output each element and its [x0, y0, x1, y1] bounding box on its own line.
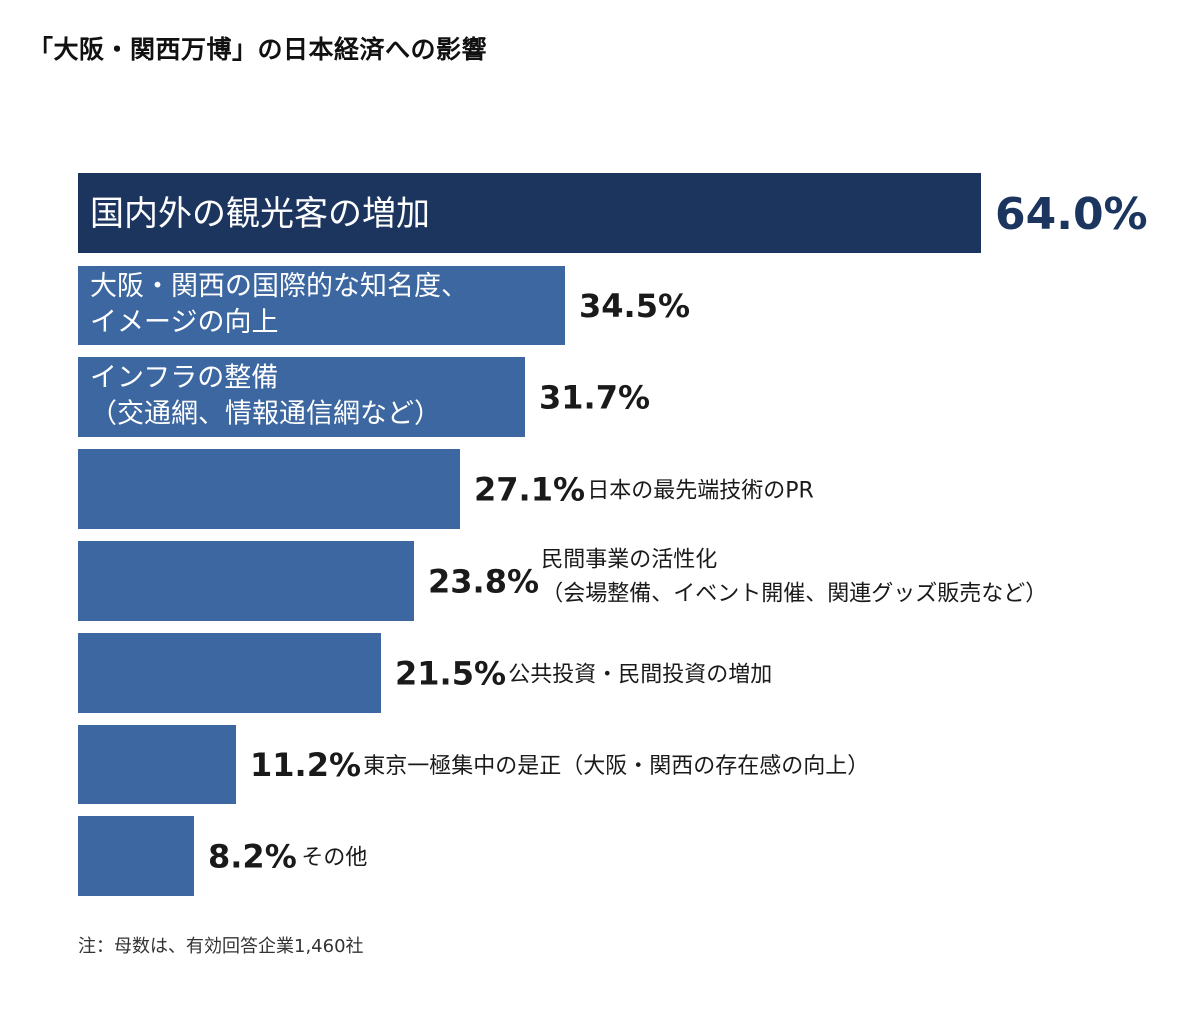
value-label-8: 8.2%: [208, 838, 297, 876]
value-label-1: 64.0%: [995, 189, 1148, 240]
footnote: 注：母数は、有効回答企業1,460社: [78, 936, 364, 957]
bar-4: [78, 449, 460, 529]
category-label-3-line-1: インフラの整備: [90, 363, 278, 394]
category-label-3-line-2: （交通網、情報通信網など）: [90, 399, 441, 430]
category-label-6: 公共投資・民間投資の増加: [508, 662, 772, 687]
bar-7: [78, 725, 236, 804]
category-label-5-line-1: 民間事業の活性化: [541, 547, 717, 572]
bar-1: [78, 173, 981, 253]
bar-2: [78, 266, 565, 345]
bar-6: [78, 633, 381, 713]
bar-8: [78, 816, 194, 896]
category-label-7: 東京一極集中の是正（大阪・関西の存在感の向上）: [363, 754, 869, 779]
bar-5: [78, 541, 414, 621]
category-label-4: 日本の最先端技術のPR: [587, 478, 814, 503]
category-label-5-line-2: （会場整備、イベント開催、関連グッズ販売など）: [541, 581, 1047, 606]
value-label-5: 23.8%: [428, 563, 539, 601]
value-label-3: 31.7%: [539, 379, 650, 417]
value-label-2: 34.5%: [579, 287, 690, 325]
category-label-8: その他: [301, 845, 367, 870]
value-label-7: 11.2%: [250, 746, 361, 784]
value-label-4: 27.1%: [474, 471, 585, 509]
category-label-2-line-1: 大阪・関西の国際的な知名度、: [90, 271, 468, 302]
value-label-6: 21.5%: [395, 655, 506, 693]
page-title: 「大阪・関西万博」の日本経済への影響: [28, 35, 488, 64]
bar-3: [78, 357, 525, 437]
category-label-2-line-2: イメージの向上: [90, 307, 278, 338]
category-label-1: 国内外の観光客の増加: [90, 194, 430, 234]
